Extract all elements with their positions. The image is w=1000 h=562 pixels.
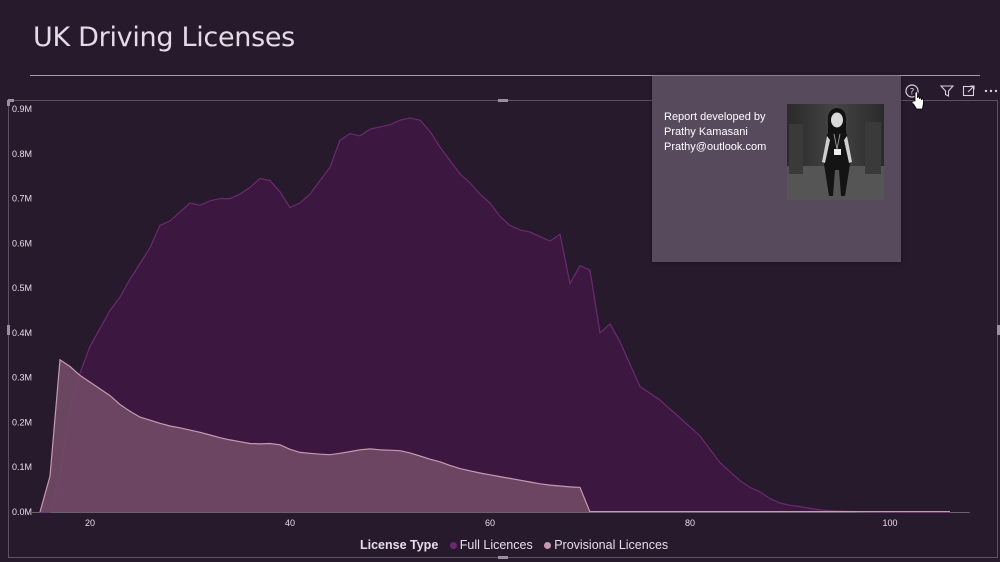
x-tick-label: 100 <box>882 518 897 528</box>
focus-mode-icon[interactable] <box>962 84 976 98</box>
y-tick-label: 0.8M <box>12 149 32 159</box>
resize-handle-bottom[interactable] <box>498 556 508 559</box>
legend-item-provisional-licences[interactable]: Provisional Licences <box>542 538 668 552</box>
x-tick-label: 20 <box>85 518 95 528</box>
area-full-licences <box>40 118 950 512</box>
y-tick-label: 0.9M <box>12 104 32 114</box>
page-title: UK Driving Licenses <box>33 22 295 53</box>
resize-handle-top-left-v[interactable] <box>7 100 10 106</box>
tooltip-text: Report developed by Prathy Kamasani Prat… <box>664 110 766 155</box>
legend-label-full: Full Licences <box>459 538 533 552</box>
y-tick-label: 0.0M <box>12 507 32 517</box>
tooltip-line-author-email: Prathy@outlook.com <box>664 141 767 153</box>
chart-legend: License Type Full Licences Provisional L… <box>360 538 674 552</box>
author-photo-image <box>787 104 884 200</box>
area-provisional-licences <box>40 359 590 512</box>
resize-handle-left[interactable] <box>7 325 10 335</box>
x-tick-label: 60 <box>485 518 495 528</box>
hand-cursor-icon <box>911 92 924 110</box>
y-tick-label: 0.6M <box>12 238 32 248</box>
tooltip-line-developed-by: Report developed by <box>664 111 766 123</box>
resize-handle-top-left[interactable] <box>8 99 14 102</box>
y-tick-label: 0.4M <box>12 328 32 338</box>
svg-text:?: ? <box>910 88 915 98</box>
help-icon[interactable]: ? <box>905 84 919 98</box>
y-tick-label: 0.5M <box>12 283 32 293</box>
y-tick-label: 0.2M <box>12 417 32 427</box>
legend-label-provisional: Provisional Licences <box>554 538 669 552</box>
legend-swatch-full <box>449 541 457 549</box>
y-tick-label: 0.7M <box>12 194 32 204</box>
author-photo <box>787 104 884 200</box>
x-tick-label: 80 <box>685 518 695 528</box>
title-divider <box>30 75 980 76</box>
legend-swatch-provisional <box>544 541 552 549</box>
resize-handle-right[interactable] <box>997 325 1000 335</box>
x-tick-label: 40 <box>285 518 295 528</box>
line-full-licences <box>40 117 950 513</box>
tooltip-line-author-name: Prathy Kamasani <box>664 126 748 138</box>
filter-icon[interactable] <box>940 84 954 98</box>
legend-title: License Type <box>360 538 439 552</box>
line-provisional-licences <box>39 358 591 513</box>
legend-item-full-licences[interactable]: Full Licences <box>448 538 533 552</box>
report-tooltip-card: Report developed by Prathy Kamasani Prat… <box>652 76 901 262</box>
resize-handle-top[interactable] <box>498 99 508 102</box>
y-tick-label: 0.3M <box>12 373 32 383</box>
y-tick-label: 0.1M <box>12 462 32 472</box>
more-options-icon[interactable] <box>984 84 998 98</box>
